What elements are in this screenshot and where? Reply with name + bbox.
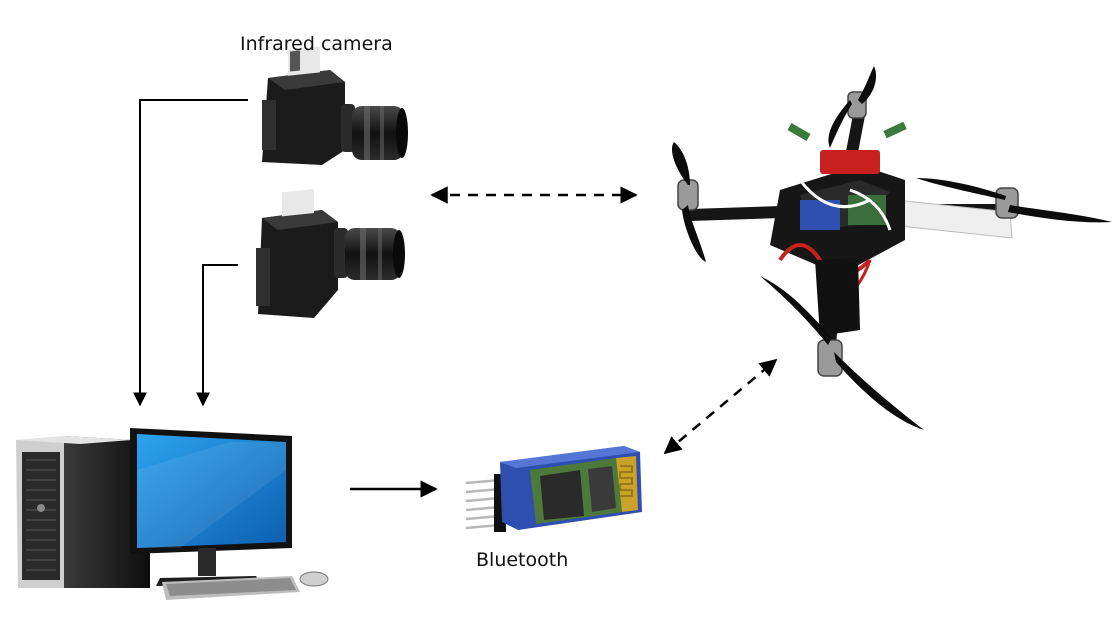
bluetooth-drone-dashed-arrow [663, 358, 778, 455]
camera1-to-computer-connector [133, 99, 248, 407]
bluetooth-module-icon [465, 446, 642, 532]
infrared-camera-icon [262, 46, 408, 165]
infrared-camera-icon [256, 188, 405, 318]
camera2-to-computer-connector [196, 264, 238, 407]
quadcopter-drone-icon [671, 66, 1112, 430]
bluetooth-label: Bluetooth [476, 549, 569, 571]
infrared-camera-label: Infrared camera [240, 33, 393, 55]
computer-icon [16, 428, 329, 600]
